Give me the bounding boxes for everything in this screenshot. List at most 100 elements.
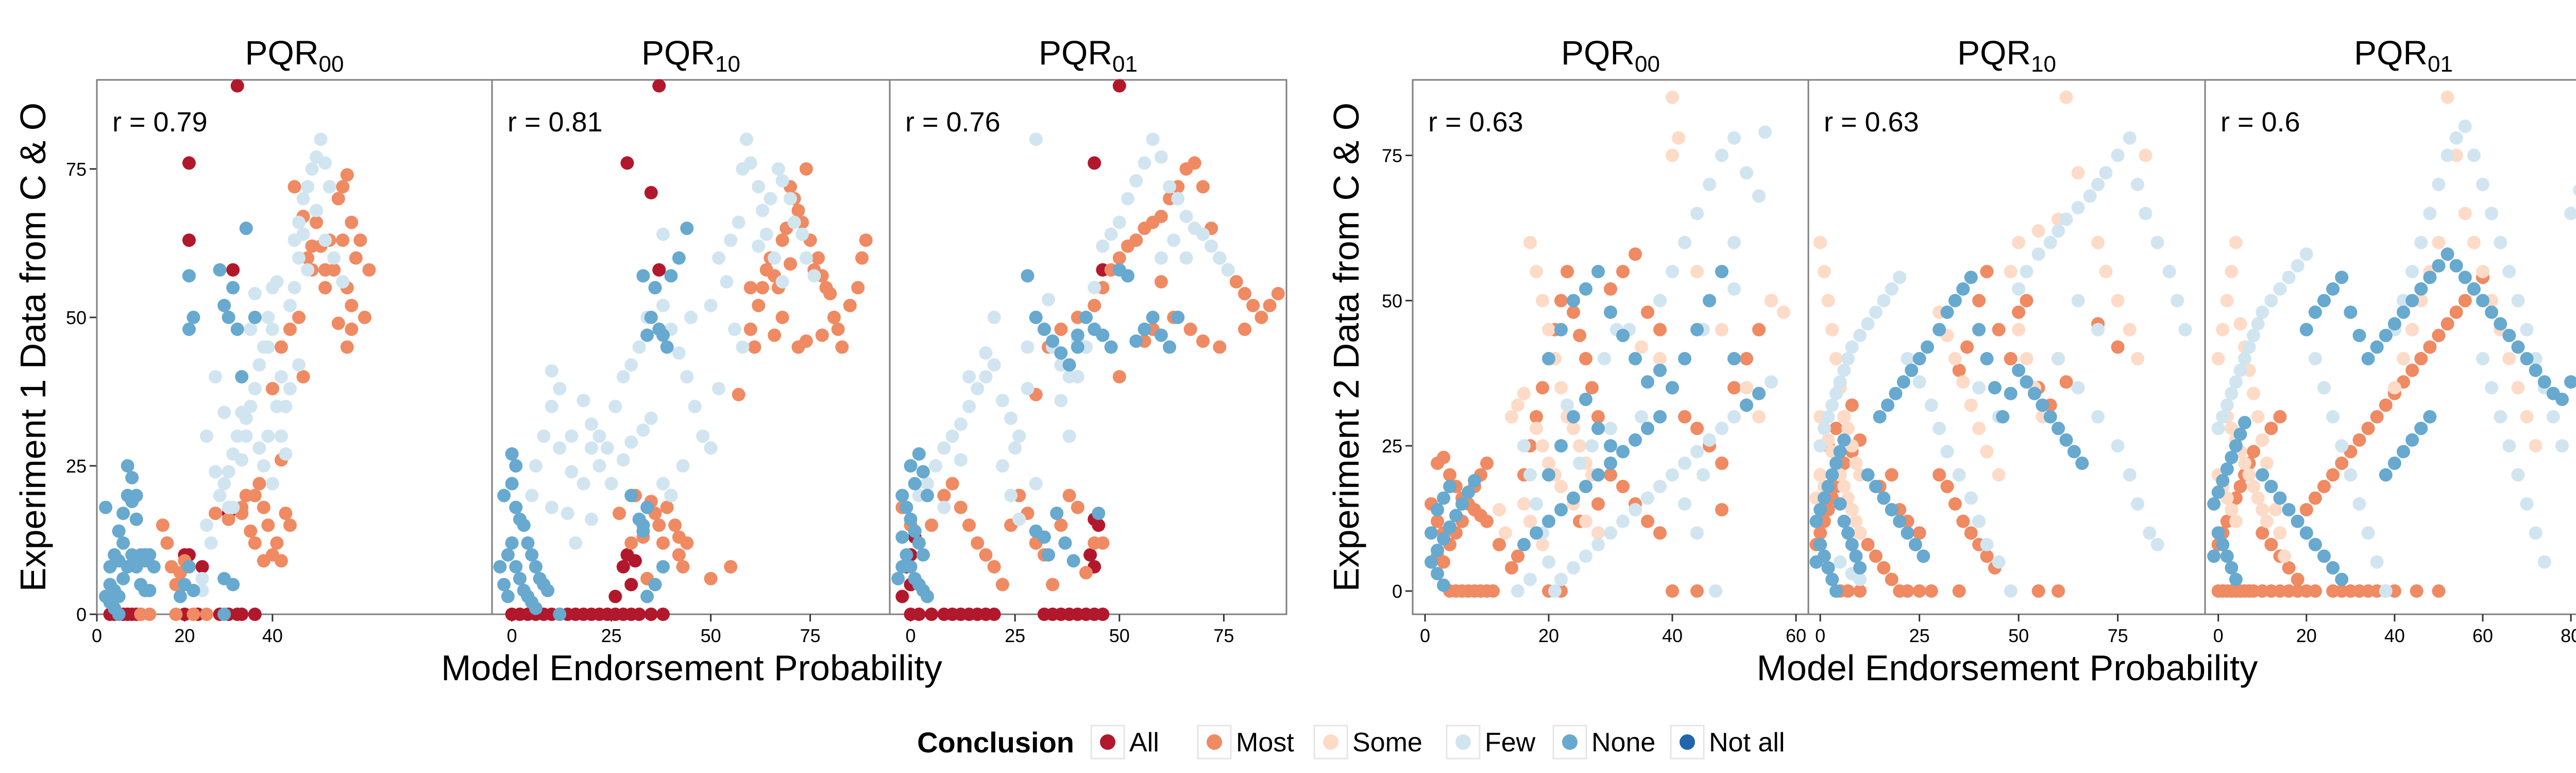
point-some <box>2233 317 2247 331</box>
point-few <box>954 417 968 431</box>
point-few <box>2143 526 2157 540</box>
point-most <box>1952 584 1966 598</box>
point-most <box>1046 578 1060 592</box>
point-some <box>1579 514 1592 528</box>
point-none <box>1071 328 1084 342</box>
point-none <box>129 512 143 526</box>
point-few <box>987 310 1001 324</box>
point-none <box>1138 322 1151 336</box>
point-few <box>226 447 240 461</box>
point-few <box>301 180 315 194</box>
point-some <box>2111 294 2125 308</box>
point-some <box>1690 264 1704 278</box>
point-none <box>541 583 555 597</box>
point-some <box>1517 497 1531 511</box>
point-few <box>2020 264 2033 278</box>
point-all <box>656 608 670 621</box>
point-none <box>1591 264 1605 278</box>
point-few <box>301 263 315 277</box>
panel-title-main: PQR <box>1561 33 1635 72</box>
point-few <box>561 507 574 520</box>
point-most <box>2335 456 2349 470</box>
point-few <box>2335 439 2349 453</box>
point-most <box>345 298 359 312</box>
point-most <box>1885 468 1899 482</box>
point-none <box>1817 491 1831 505</box>
point-none <box>2335 271 2349 284</box>
point-all <box>226 263 240 277</box>
point-none <box>1829 584 1843 598</box>
point-few <box>1042 293 1055 307</box>
point-some <box>1740 381 1753 395</box>
point-none <box>2233 427 2247 441</box>
point-none <box>1462 485 1475 499</box>
point-few <box>1690 207 1704 221</box>
point-few <box>2131 177 2145 191</box>
point-most <box>823 287 837 300</box>
point-all <box>248 608 262 621</box>
point-some <box>2012 323 2026 337</box>
point-some <box>1849 456 1863 470</box>
point-most <box>1154 275 1168 289</box>
point-most <box>2264 422 2278 435</box>
point-some <box>1814 468 1827 482</box>
point-few <box>2555 439 2569 453</box>
point-most <box>1079 566 1093 580</box>
point-all <box>608 590 622 603</box>
point-few <box>1179 210 1193 224</box>
point-few <box>1861 317 1875 331</box>
legend-label: Some <box>1352 728 1422 758</box>
point-none <box>226 578 240 592</box>
point-some <box>2131 352 2145 366</box>
point-all <box>1112 79 1126 93</box>
point-some <box>1666 148 1679 162</box>
point-few <box>2171 294 2184 308</box>
point-few <box>656 298 670 312</box>
x-tick-label: 20 <box>2296 625 2317 646</box>
point-some <box>1992 468 2006 482</box>
point-none <box>187 310 200 324</box>
point-most <box>1952 363 1966 377</box>
point-few <box>2449 131 2463 145</box>
point-most <box>755 281 769 295</box>
point-few <box>1758 125 1772 139</box>
point-none <box>2012 363 2026 377</box>
point-few <box>235 406 249 419</box>
point-few <box>1012 512 1026 526</box>
point-few <box>1901 352 1914 366</box>
point-few <box>2220 398 2234 412</box>
point-none <box>1972 323 1986 337</box>
point-none <box>112 590 126 603</box>
point-few <box>1972 381 1986 395</box>
point-none <box>182 269 196 283</box>
point-most <box>2299 503 2313 517</box>
point-few <box>1653 480 1667 494</box>
point-some <box>2441 90 2454 104</box>
point-few <box>2139 207 2153 221</box>
point-none <box>116 507 130 520</box>
point-some <box>2432 236 2446 249</box>
point-none <box>1905 363 1919 377</box>
point-none <box>217 298 231 312</box>
point-most <box>1740 352 1753 366</box>
point-few <box>2162 264 2176 278</box>
point-most <box>995 578 1009 592</box>
point-most <box>2432 328 2446 342</box>
point-few <box>1841 352 1855 366</box>
point-none <box>1604 456 1617 470</box>
point-none <box>2256 468 2269 482</box>
point-most <box>1616 264 1630 278</box>
panel-title: PQR01 <box>1039 33 1138 77</box>
point-none <box>217 608 231 621</box>
point-few <box>1833 555 1847 569</box>
point-few <box>696 429 710 443</box>
point-few <box>1964 491 1978 505</box>
point-few <box>1697 468 1710 482</box>
point-none <box>1629 433 1642 447</box>
point-few <box>672 346 686 360</box>
point-few <box>1598 352 1611 366</box>
point-none <box>2432 259 2446 273</box>
point-most <box>1629 247 1642 261</box>
point-none <box>908 524 922 538</box>
point-most <box>1480 456 1494 470</box>
